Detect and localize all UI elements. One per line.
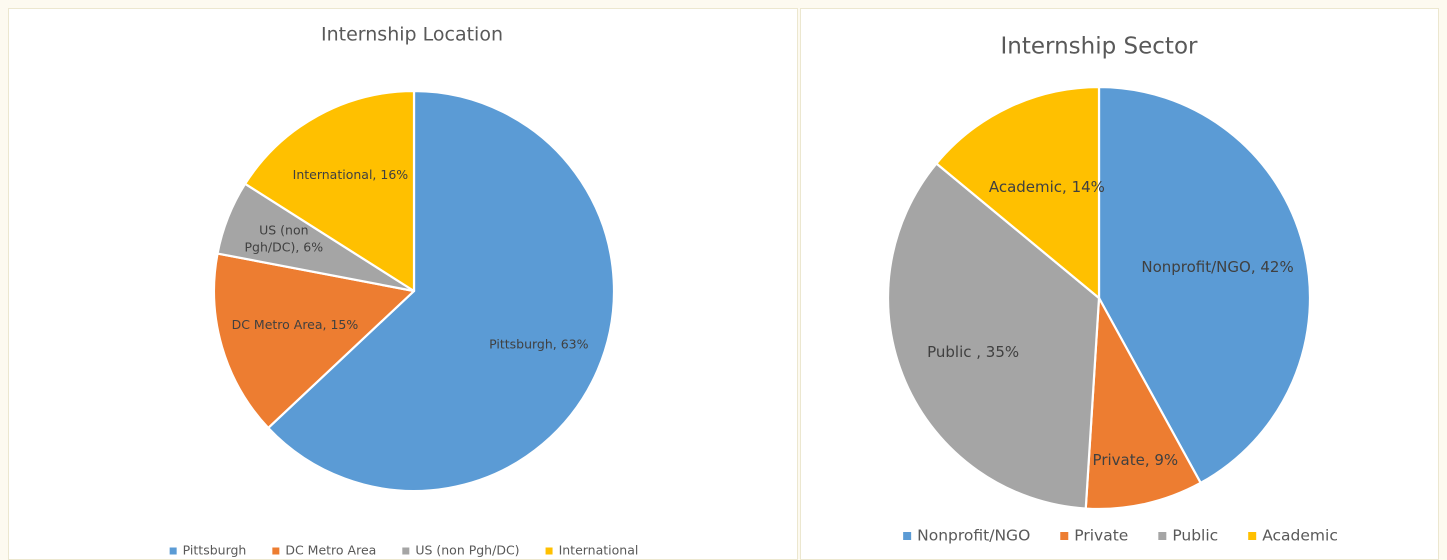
pie-slice-academic <box>935 85 1101 300</box>
location-pie-chart: Internship Location Pittsburgh, 63% DC Met… <box>169 24 639 558</box>
data-label-nonprofit-ngo: Nonprofit/NGO, 42% <box>1141 258 1293 276</box>
legend-item-academic: Academic <box>1248 527 1338 545</box>
pie-slice-international <box>244 89 416 293</box>
legend-swatch <box>545 547 553 555</box>
legend-item-us-non-pgh-dc: US (non Pgh/DC) <box>402 543 520 558</box>
legend-swatch <box>1060 532 1069 540</box>
chart-title: Internship Location <box>321 24 503 46</box>
data-label-academic: Academic, 14% <box>989 178 1105 196</box>
data-label-us-non-pgh-dc: US (non Pgh/DC), 6% <box>245 223 324 255</box>
data-label-pittsburgh: Pittsburgh, 63% <box>489 337 589 352</box>
data-label-international: International, 16% <box>293 167 409 182</box>
sector-pie-chart: Internship Sector Nonprofit/NGO, 42% Priva… <box>886 34 1338 545</box>
legend-label: Private <box>1074 527 1128 545</box>
legend-label: International <box>559 543 639 558</box>
legend-swatch <box>169 547 177 555</box>
data-label-public: Public , 35% <box>927 343 1019 361</box>
legend-swatch <box>1158 532 1167 540</box>
legend-swatch <box>1248 532 1257 540</box>
legend-swatch <box>272 547 280 555</box>
legend-label: Public <box>1172 527 1218 545</box>
chart-legend: Nonprofit/NGO Private Public Academic <box>903 527 1338 545</box>
legend-swatch <box>903 532 912 540</box>
legend-label: DC Metro Area <box>285 543 376 558</box>
pie-slice-private <box>1084 296 1202 511</box>
legend-item-nonprofit-ngo: Nonprofit/NGO <box>903 527 1030 545</box>
chart-legend: Pittsburgh DC Metro Area US (non Pgh/DC) In… <box>169 543 639 558</box>
pie-slice-nonprofit-ngo <box>1097 85 1312 485</box>
legend-label: Nonprofit/NGO <box>917 527 1030 545</box>
legend-item-dc-metro-area: DC Metro Area <box>272 543 376 558</box>
sector-chart-panel: Internship Sector Nonprofit/NGO, 42% Priva… <box>800 8 1439 560</box>
legend-label: Pittsburgh <box>183 543 247 558</box>
legend-item-pittsburgh: Pittsburgh <box>169 543 247 558</box>
legend-item-private: Private <box>1060 527 1128 545</box>
pie-slice-pittsburgh <box>267 89 616 493</box>
legend-label: US (non Pgh/DC) <box>415 543 519 558</box>
pie-slice-dc-metro-area <box>212 252 416 430</box>
location-chart-panel: Internship Location Pittsburgh, 63% DC Met… <box>8 8 798 560</box>
legend-swatch <box>402 547 410 555</box>
legend-item-public: Public <box>1158 527 1218 545</box>
chart-title: Internship Sector <box>1001 34 1199 60</box>
legend-label: Academic <box>1262 527 1338 545</box>
data-label-dc-metro-area: DC Metro Area, 15% <box>232 317 359 332</box>
pie-slice-public <box>886 162 1101 510</box>
data-label-private: Private, 9% <box>1093 451 1179 469</box>
legend-item-international: International <box>545 543 639 558</box>
